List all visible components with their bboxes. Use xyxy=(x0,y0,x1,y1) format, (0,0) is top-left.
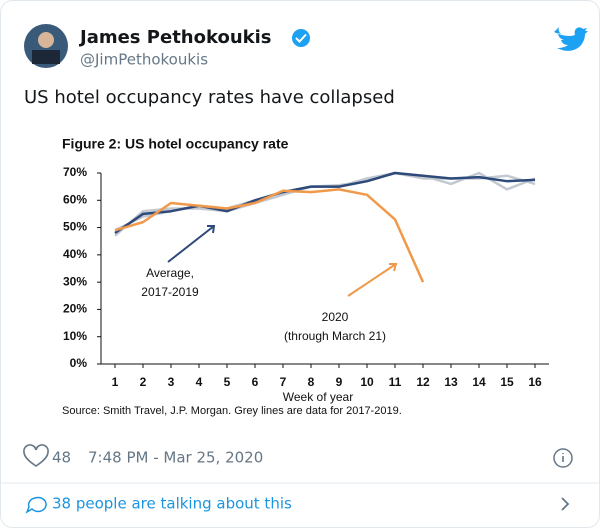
x-tick-label: 9 xyxy=(336,375,343,389)
annotation-arrow xyxy=(347,263,398,297)
x-tick-label: 16 xyxy=(528,375,542,389)
avatar-body xyxy=(32,50,60,64)
x-tick-label: 12 xyxy=(416,375,430,389)
x-tick-label: 14 xyxy=(472,375,486,389)
tweet-text: US hotel occupancy rates have collapsed xyxy=(24,87,395,108)
avatar-face xyxy=(38,32,54,48)
info-icon[interactable] xyxy=(553,448,573,468)
x-tick-label: 5 xyxy=(224,375,231,389)
user-name[interactable]: James Pethokoukis xyxy=(78,27,272,48)
twitter-logo[interactable] xyxy=(554,26,588,51)
like-icon[interactable] xyxy=(23,444,49,467)
x-axis-label: Week of year xyxy=(283,390,353,404)
verified-check xyxy=(295,33,307,43)
chevron[interactable] xyxy=(561,497,570,511)
annotation-arrow xyxy=(167,225,216,263)
x-tick-label: 6 xyxy=(252,375,259,389)
annotation: 2017-2019 xyxy=(141,285,199,299)
y-tick-label: 20% xyxy=(63,302,87,316)
annotation: 2020 xyxy=(322,310,349,324)
series-line xyxy=(114,188,425,283)
verified-badge xyxy=(292,29,310,47)
y-tick-label: 50% xyxy=(63,220,87,234)
x-tick-label: 10 xyxy=(360,375,374,389)
x-tick-label: 4 xyxy=(196,375,203,389)
x-tick-label: 11 xyxy=(389,375,402,389)
annotation: Average, xyxy=(146,266,194,280)
x-tick-label: 2 xyxy=(140,375,147,389)
like-count[interactable]: 48 xyxy=(52,449,71,467)
y-tick-label: 60% xyxy=(63,192,87,206)
conversation-link[interactable]: 38 people are talking about this xyxy=(52,495,292,513)
y-tick-label: 10% xyxy=(63,329,87,343)
x-tick-label: 3 xyxy=(168,375,175,389)
user-handle[interactable]: @JimPethokoukis xyxy=(80,51,208,69)
x-tick-label: 13 xyxy=(444,375,458,389)
y-tick-label: 0% xyxy=(70,356,88,370)
chart-source: Source: Smith Travel, J.P. Morgan. Grey … xyxy=(62,405,402,417)
series-line xyxy=(114,171,536,235)
comment-icon xyxy=(25,496,47,514)
annotation: (through March 21) xyxy=(284,329,386,343)
x-tick-label: 7 xyxy=(280,375,287,389)
timestamp[interactable]: 7:48 PM - Mar 25, 2020 xyxy=(88,449,263,467)
x-tick-label: 1 xyxy=(112,375,119,389)
chart[interactable]: Figure 2: US hotel occupancy rate Week o… xyxy=(62,136,549,417)
x-tick-label: 15 xyxy=(500,375,514,389)
x-tick-label: 8 xyxy=(308,375,315,389)
y-tick-label: 70% xyxy=(63,165,87,179)
chart-title: Figure 2: US hotel occupancy rate xyxy=(62,136,289,152)
y-tick-label: 30% xyxy=(63,274,87,288)
y-tick-label: 40% xyxy=(63,247,87,261)
